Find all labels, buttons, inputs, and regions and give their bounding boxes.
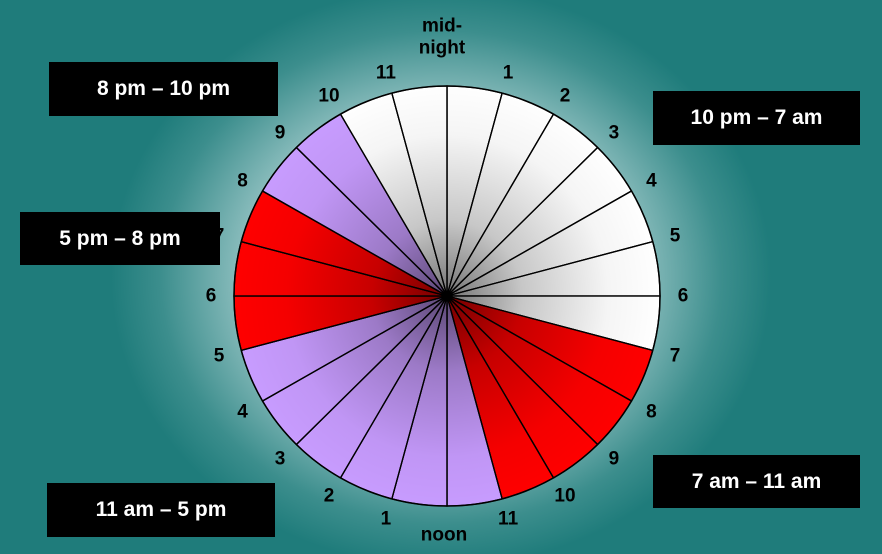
hour-label: 1 (502, 62, 514, 84)
hour-spoke (446, 295, 653, 351)
hour-label: 5 (669, 225, 681, 247)
hour-label: 6 (677, 285, 689, 307)
hour-label: 2 (323, 485, 335, 507)
hour-label: 4 (646, 170, 657, 191)
hour-label: mid-night (418, 15, 466, 59)
hour-label: 10 (554, 485, 576, 507)
hour-spoke (295, 147, 448, 297)
hour-spoke (391, 295, 448, 500)
hour-spoke (262, 190, 448, 297)
hour-spoke (295, 295, 448, 445)
hour-label: 11 (498, 508, 519, 530)
clock-rim (233, 85, 661, 507)
hour-label: 7 (669, 345, 681, 367)
hour-label: 1 (380, 508, 392, 530)
hour-label: 3 (608, 122, 620, 144)
range-evening: 5 pm – 8 pm (20, 212, 220, 265)
hour-label: 3 (274, 448, 286, 470)
hour-spoke (446, 295, 555, 479)
hour-spoke (241, 241, 448, 297)
range-night: 10 pm – 7 am (653, 91, 860, 145)
hour-spoke (339, 295, 448, 479)
range-morning: 7 am – 11 am (653, 455, 860, 508)
hour-spoke (339, 113, 448, 297)
hour-spoke (446, 241, 653, 297)
hour-label: 2 (559, 85, 571, 107)
hour-label: noon (420, 524, 468, 546)
hour-label: 4 (237, 401, 248, 422)
hour-spoke (262, 295, 448, 402)
hour-spoke (446, 113, 555, 297)
hour-label: 10 (318, 85, 340, 107)
hour-label: 9 (608, 448, 620, 470)
range-late-evening: 8 pm – 10 pm (49, 62, 278, 116)
hour-spoke (241, 295, 448, 351)
center-hub (443, 292, 451, 300)
hour-label: 8 (237, 170, 248, 191)
range-midday: 11 am – 5 pm (47, 483, 275, 537)
hour-spoke (446, 295, 632, 402)
hour-label: 8 (646, 401, 657, 422)
hour-label: 11 (375, 62, 396, 84)
hour-spoke (446, 295, 503, 500)
hour-label: 6 (205, 285, 217, 307)
hour-spoke (446, 147, 599, 297)
hour-spoke (391, 92, 448, 297)
hour-label: 9 (274, 122, 286, 144)
hour-label: 5 (213, 345, 225, 367)
hour-spoke (446, 295, 599, 445)
hour-spoke (446, 92, 503, 297)
hour-spoke (446, 190, 632, 297)
